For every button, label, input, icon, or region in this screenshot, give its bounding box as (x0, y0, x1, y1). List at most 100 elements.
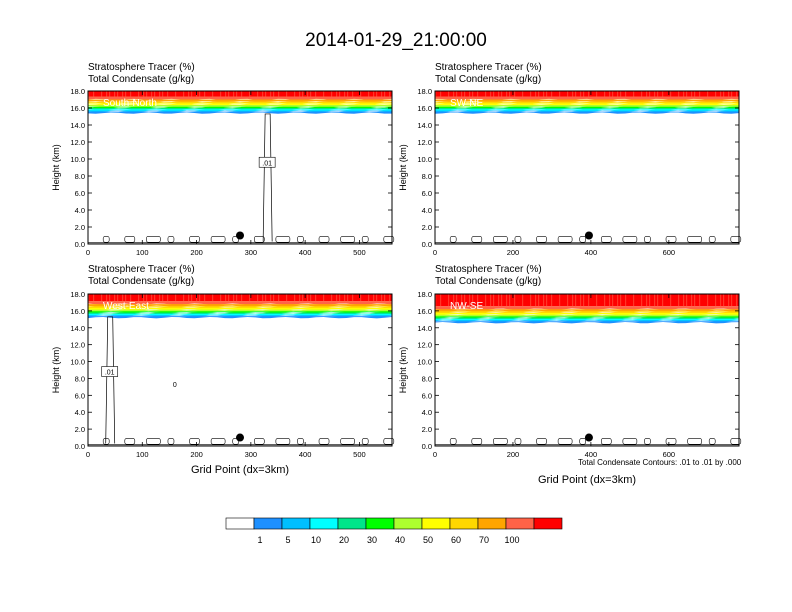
tracer-streak (352, 294, 354, 302)
tracer-streak (339, 91, 341, 97)
tracer-streak (225, 294, 227, 302)
colorbar-swatch (393, 517, 423, 530)
x-tick-label: 200 (507, 248, 520, 257)
y-tick-label: 8.0 (75, 374, 85, 383)
tracer-streak (493, 294, 495, 307)
tracer-streak (456, 294, 458, 307)
tracer-band-100 (88, 294, 392, 302)
tracer-streak (265, 294, 267, 302)
y-tick-label: 12.0 (70, 138, 85, 147)
tracer-band (88, 105, 392, 108)
condensate-contour (687, 236, 702, 243)
condensate-contour (622, 438, 638, 445)
y-tick-label: 10.0 (70, 155, 85, 164)
y-tick-label: 4.0 (75, 408, 85, 417)
tracer-streak (535, 294, 537, 307)
tracer-streak (617, 91, 619, 97)
panel-label: West-East (103, 301, 149, 312)
condensate-contour (514, 236, 522, 243)
tracer-streak (122, 91, 124, 97)
tracer-streak (448, 294, 450, 307)
tracer-streak (543, 91, 545, 97)
tracer-streak (612, 294, 614, 307)
zero-label: 0 (173, 382, 177, 389)
condensate-contour (167, 438, 175, 445)
tracer-streak (575, 91, 577, 97)
tracer-streak (384, 91, 386, 97)
y-tick-label: 2.0 (75, 425, 85, 434)
x-tick-label: 100 (136, 248, 149, 257)
condensate-contour (124, 438, 136, 445)
tracer-streak (286, 91, 288, 97)
tracer-streak (649, 294, 651, 307)
tracer-streak (241, 91, 243, 97)
tracer-streak (381, 294, 383, 302)
panel-1: .01 South-North 0.0 2.0 4.0 6.0 8.0 10.0 12.0 14.… (51, 87, 395, 257)
colorbar-swatch (477, 517, 507, 530)
condensate-contour (493, 236, 508, 243)
condensate-contour (557, 236, 573, 243)
tracer-streak (138, 91, 140, 97)
y-tick-label: 2.0 (422, 223, 432, 232)
tracer-streak (262, 91, 264, 97)
tracer-streak (249, 91, 251, 97)
tracer-streak (694, 294, 696, 307)
condensate-contour (493, 438, 508, 445)
tracer-streak (310, 294, 312, 302)
tracer-streak (683, 294, 685, 307)
tracer-band (435, 101, 739, 105)
condensate-contour (730, 438, 742, 445)
panel-header-2: Stratosphere Tracer (%) Total Condensate… (435, 62, 542, 86)
tracer-streak (686, 294, 688, 307)
tracer-streak (228, 91, 230, 97)
tracer-streak (662, 91, 664, 97)
header-line-condensate: Total Condensate (g/kg) (88, 276, 195, 287)
tracer-streak (373, 294, 375, 302)
tracer-streak (464, 91, 466, 97)
tracer-streak (125, 294, 127, 302)
y-tick-label: 18.0 (417, 290, 432, 299)
tracer-streak (472, 91, 474, 97)
tracer-streak (514, 294, 516, 307)
panel-2: SW-NE 0.0 2.0 4.0 6.0 8.0 10.0 12.0 14.0 16.0 18.0… (398, 87, 742, 257)
condensate-contour-column (262, 113, 273, 242)
y-tick-label: 14.0 (70, 324, 85, 333)
tracer-streak (114, 91, 116, 97)
header-line-tracer: Stratosphere Tracer (%) (88, 62, 195, 73)
condensate-contour (600, 236, 612, 243)
tracer-streak (233, 91, 235, 97)
tracer-streak (707, 294, 709, 307)
tracer-streak (236, 294, 238, 302)
tracer-streak (633, 294, 635, 307)
y-tick-label: 0.0 (422, 442, 432, 451)
condensate-contour (189, 236, 200, 243)
tracer-streak (461, 294, 463, 307)
x-tick-label: 300 (245, 450, 258, 459)
y-tick-label: 16.0 (70, 307, 85, 316)
condensate-contour (665, 236, 677, 243)
tracer-streak (657, 294, 659, 307)
colorbar-label: 40 (395, 535, 405, 545)
tracer-streak (448, 91, 450, 97)
tracer-streak (522, 91, 524, 97)
tracer-streak (302, 294, 304, 302)
tracer-streak (469, 294, 471, 307)
tracer-streak (191, 294, 193, 302)
condensate-contour (232, 438, 240, 445)
y-tick-label: 0.0 (75, 240, 85, 249)
y-axis-label: Height (km) (51, 347, 61, 394)
tracer-band (88, 101, 392, 105)
tracer-streak (360, 294, 362, 302)
tracer-band (88, 96, 392, 101)
colorbar-label: 1 (257, 535, 262, 545)
tracer-streak (167, 91, 169, 97)
tracer-streak (678, 91, 680, 97)
tracer-streak (612, 91, 614, 97)
tracer-streak (278, 294, 280, 302)
tracer-streak (620, 294, 622, 307)
y-tick-label: 4.0 (75, 206, 85, 215)
tracer-streak (736, 91, 738, 97)
condensate-contour (708, 438, 716, 445)
condensate-contour (102, 438, 110, 445)
tracer-streak (376, 91, 378, 97)
